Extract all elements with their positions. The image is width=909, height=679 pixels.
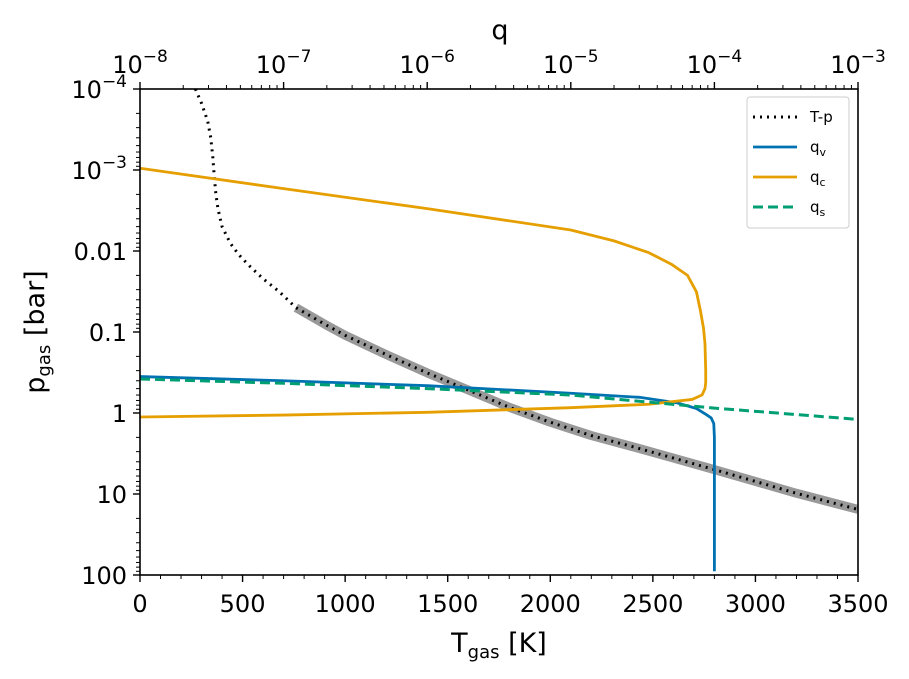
ticks-layer xyxy=(133,82,859,582)
legend-label-q_c: qc xyxy=(810,168,826,189)
y-tick-label: 0.01 xyxy=(74,238,127,266)
x-axis-title-sub: gas xyxy=(468,642,500,663)
top-x-tick-label: 10−8 xyxy=(112,47,168,79)
x-tick-label: 1500 xyxy=(417,590,478,618)
legend-label-q_v: qv xyxy=(810,138,827,159)
y-tick-label: 10−4 xyxy=(71,72,127,104)
x-tick-label: 2500 xyxy=(622,590,683,618)
y-tick-label: 0.1 xyxy=(89,319,127,347)
x-tick-label: 500 xyxy=(220,590,266,618)
series-q-c xyxy=(140,166,708,419)
top-axis-title: q xyxy=(491,15,508,46)
x-tick-label: 0 xyxy=(132,590,147,618)
series-t-p xyxy=(194,89,858,511)
top-x-tick-label: 10−6 xyxy=(399,47,455,79)
y-axis-title-sub: gas xyxy=(34,345,55,377)
legend-entries: T-p qv qc qs xyxy=(753,108,833,219)
series-layer xyxy=(140,89,858,572)
y-tick-label: 10−3 xyxy=(71,153,127,185)
legend-label-q_s: qs xyxy=(810,198,826,219)
top-x-tick-label: 10−4 xyxy=(687,47,743,79)
x-axis-title: Tgas [K] xyxy=(450,628,547,663)
y-tick-label: 100 xyxy=(81,562,127,590)
series-q-v xyxy=(140,375,716,572)
top-x-tick-label: 10−3 xyxy=(830,47,886,79)
top-x-tick-label: 10−7 xyxy=(256,47,312,79)
x-tick-label: 3500 xyxy=(827,590,888,618)
x-tick-label: 2000 xyxy=(520,590,581,618)
y-tick-label: 1 xyxy=(112,400,127,428)
labels-layer: 0 500 1000 1500 2000 2500 3000 3500 10−4 10−3 0.01… xyxy=(71,47,888,618)
plot-background xyxy=(140,89,858,575)
legend-frame xyxy=(746,96,850,229)
legend: T-p qv qc qs xyxy=(746,96,850,229)
y-axis-title: pgas [bar] xyxy=(20,270,55,393)
y-tick-label: 10 xyxy=(96,481,127,509)
legend-label-t-p: T-p xyxy=(809,108,833,126)
x-tick-label: 1000 xyxy=(315,590,376,618)
top-x-tick-label: 10−5 xyxy=(543,47,599,79)
x-tick-label: 3000 xyxy=(725,590,786,618)
